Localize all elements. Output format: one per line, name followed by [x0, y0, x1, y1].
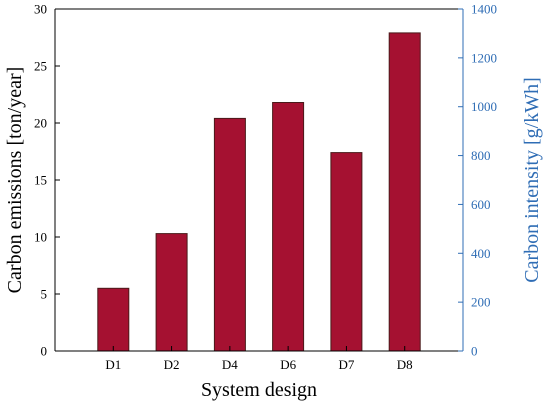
y-tick-label-left-5: 5 [41, 287, 48, 302]
x-tick-label-d2: D2 [164, 357, 180, 372]
x-tick-label-d4: D4 [222, 357, 238, 372]
y-tick-label-left-25: 25 [34, 59, 47, 74]
x-tick-label-d1: D1 [105, 357, 121, 372]
x-axis-title: System design [201, 379, 317, 401]
bar-d1 [97, 287, 130, 352]
ticks-group: D1 D2 D4 D6 D7 D8 0 5 10 15 20 25 30 0 200 400 600 800 100… [34, 2, 497, 373]
y-tick-label-left-15: 15 [34, 173, 47, 188]
y-axis-title-left: Carbon emissions [ton/year] [4, 67, 26, 294]
bar-d2 [155, 233, 188, 352]
y-tick-label-right-1200: 1200 [471, 50, 497, 65]
x-tick-label-d7: D7 [338, 357, 354, 372]
x-tick-label-d6: D6 [280, 357, 296, 372]
bar-d6 [272, 102, 305, 352]
y-tick-label-right-1000: 1000 [471, 99, 497, 114]
bar-d7 [330, 152, 363, 352]
y-tick-label-right-400: 400 [471, 246, 491, 261]
y-axis-title-right: Carbon intensity [g/kWh] [521, 77, 543, 283]
bar-d4 [213, 117, 246, 352]
y-tick-label-right-200: 200 [471, 295, 491, 310]
y-tick-label-left-20: 20 [34, 116, 47, 131]
y-tick-label-left-0: 0 [41, 344, 48, 359]
x-tick-label-d8: D8 [397, 357, 413, 372]
y-tick-label-right-800: 800 [471, 148, 491, 163]
y-tick-label-left-30: 30 [34, 2, 47, 17]
y-tick-label-right-600: 600 [471, 197, 491, 212]
bars-group [97, 32, 421, 352]
y-tick-label-right-0: 0 [471, 344, 478, 359]
bar-d8 [388, 32, 421, 352]
y-tick-label-right-1400: 1400 [471, 2, 497, 17]
y-tick-label-left-10: 10 [34, 230, 47, 245]
